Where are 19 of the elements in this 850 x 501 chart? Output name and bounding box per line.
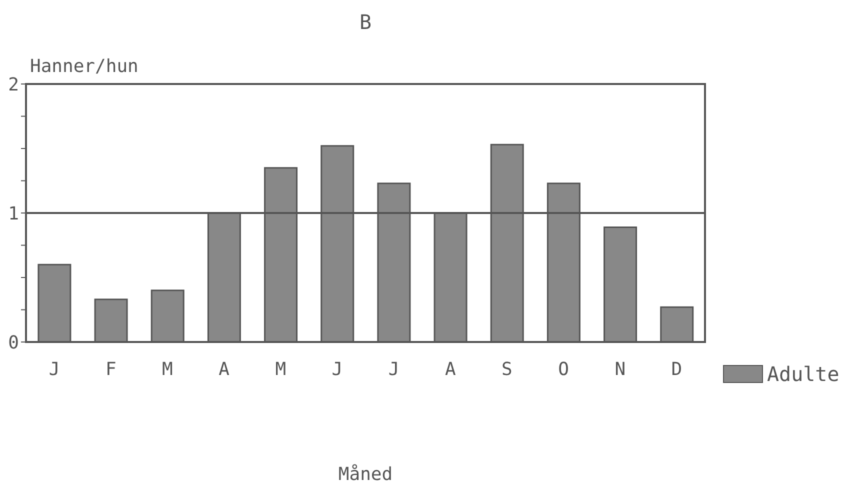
x-tick-label: M: [275, 358, 286, 380]
x-tick-label: J: [48, 358, 60, 380]
y-axis-title: Hanner/hun: [30, 56, 138, 77]
x-axis-title: Måned: [337, 464, 394, 485]
x-tick-label: M: [162, 358, 174, 380]
legend-label: Adulte: [766, 362, 840, 386]
y-tick-label: 1: [8, 203, 19, 224]
x-tick-label: A: [218, 358, 230, 380]
x-tick-label: A: [444, 358, 456, 380]
x-tick-label: J: [332, 358, 343, 380]
y-tick-label: 2: [8, 74, 19, 96]
x-tick-label: F: [105, 358, 116, 380]
x-tick-label: D: [671, 358, 682, 380]
chart-title: B: [358, 10, 373, 34]
x-tick-label: N: [614, 358, 626, 380]
y-tick-label: 0: [8, 332, 19, 354]
x-tick-label: S: [502, 358, 512, 380]
x-tick-label: O: [558, 358, 569, 380]
x-tick-label: J: [388, 358, 400, 380]
